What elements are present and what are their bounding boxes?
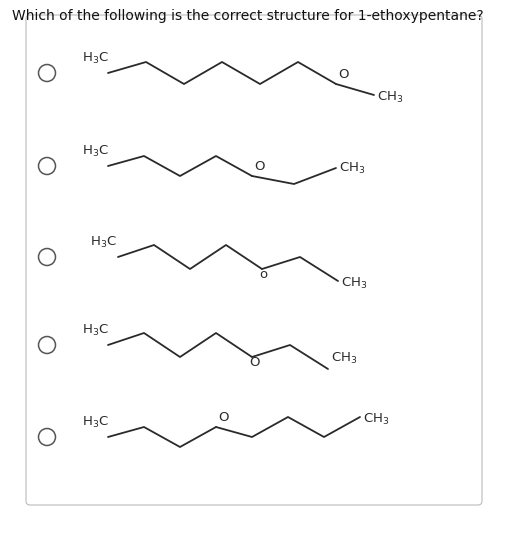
Text: o: o [259, 268, 267, 281]
Text: O: O [218, 411, 228, 424]
Text: H$_3$C: H$_3$C [82, 323, 109, 338]
Text: H$_3$C: H$_3$C [82, 415, 109, 430]
FancyBboxPatch shape [26, 15, 482, 505]
Text: CH$_3$: CH$_3$ [331, 351, 357, 366]
Text: Which of the following is the correct structure for 1-ethoxypentane?: Which of the following is the correct st… [12, 9, 484, 23]
Text: O: O [254, 160, 265, 173]
Text: H$_3$C: H$_3$C [90, 235, 117, 250]
Text: O: O [249, 356, 260, 369]
Text: CH$_3$: CH$_3$ [377, 90, 403, 105]
Text: CH$_3$: CH$_3$ [341, 275, 368, 291]
Text: O: O [338, 68, 349, 81]
Text: H$_3$C: H$_3$C [82, 51, 109, 66]
Text: CH$_3$: CH$_3$ [339, 161, 366, 176]
Text: H$_3$C: H$_3$C [82, 144, 109, 159]
Text: CH$_3$: CH$_3$ [363, 411, 390, 426]
